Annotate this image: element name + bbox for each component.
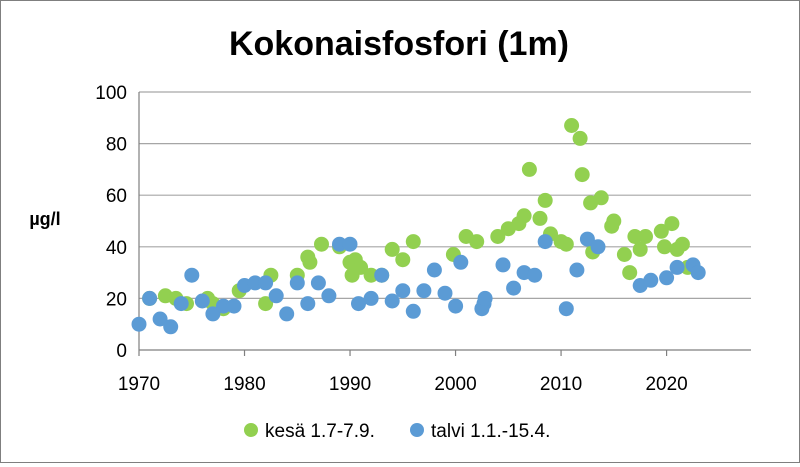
- y-tick-label-40: 40: [106, 238, 127, 259]
- data-point-1-25: [395, 283, 411, 299]
- data-point-1-28: [426, 262, 442, 278]
- data-point-1-15: [289, 275, 305, 291]
- data-point-1-20: [342, 236, 358, 252]
- data-point-0-49: [638, 229, 653, 244]
- data-point-1-22: [363, 290, 379, 306]
- x-tick-label-2010: 2010: [540, 374, 582, 395]
- data-point-1-3: [163, 319, 179, 335]
- data-point-1-14: [279, 306, 295, 322]
- data-point-0-27: [490, 229, 506, 244]
- data-point-1-35: [495, 257, 511, 273]
- data-point-1-5: [184, 267, 200, 283]
- y-tick-label-20: 20: [106, 289, 127, 310]
- data-point-1-18: [321, 288, 337, 304]
- data-point-0-52: [664, 216, 680, 232]
- data-point-1-46: [659, 270, 675, 286]
- data-point-0-32: [532, 210, 548, 226]
- gridlines: [139, 91, 751, 299]
- data-point-1-19: [332, 236, 347, 252]
- data-point-1-31: [453, 254, 469, 270]
- data-point-0-23: [405, 234, 421, 250]
- x-tick-label-1990: 1990: [329, 374, 371, 395]
- legend-marker-talvi: [410, 423, 424, 437]
- data-point-0-44: [606, 213, 622, 229]
- chart-title: Kokonaisfosfori (1m): [229, 25, 569, 63]
- data-point-1-43: [590, 239, 606, 255]
- x-tick-label-2020: 2020: [645, 374, 687, 395]
- data-point-1-7: [205, 306, 221, 322]
- data-point-0-36: [558, 236, 574, 252]
- data-point-0-13: [314, 236, 329, 252]
- data-point-1-42: [579, 231, 595, 247]
- axes: [138, 92, 751, 356]
- data-point-1-47: [669, 259, 685, 275]
- data-point-0-51: [657, 239, 672, 255]
- data-point-1-40: [558, 301, 574, 317]
- data-point-0-8: [258, 296, 274, 312]
- data-point-0-38: [572, 130, 588, 146]
- data-point-1-30: [448, 298, 464, 314]
- data-point-1-17: [310, 275, 326, 291]
- data-point-0-26: [469, 234, 485, 250]
- data-point-1-1: [142, 290, 158, 306]
- data-point-1-24: [384, 293, 400, 309]
- data-point-0-21: [384, 241, 400, 257]
- data-point-1-12: [258, 275, 274, 291]
- data-point-0-18: [353, 259, 369, 275]
- data-point-0-30: [516, 208, 532, 224]
- data-point-1-8: [215, 298, 231, 314]
- y-tick-label-0: 0: [116, 341, 127, 362]
- data-point-1-41: [569, 262, 585, 278]
- data-points: [131, 118, 706, 335]
- data-point-0-19: [363, 267, 379, 283]
- data-point-1-29: [437, 285, 453, 301]
- data-point-0-45: [616, 247, 632, 262]
- data-point-1-16: [300, 296, 316, 312]
- data-point-0-31: [521, 161, 537, 177]
- data-point-1-36: [506, 280, 522, 296]
- y-tick-label-100: 100: [95, 83, 127, 104]
- data-point-1-38: [527, 267, 543, 283]
- data-point-0-42: [593, 190, 609, 206]
- legend-label-talvi: talvi 1.1.-15.4.: [431, 421, 550, 442]
- y-axis-label: µg/l: [29, 209, 60, 229]
- data-point-1-27: [416, 283, 432, 299]
- data-point-0-50: [653, 223, 669, 239]
- data-point-0-37: [564, 118, 580, 133]
- legend-marker-kesa: [244, 423, 258, 437]
- data-point-0-48: [632, 241, 648, 257]
- data-point-1-39: [537, 234, 553, 250]
- data-point-1-23: [374, 267, 390, 283]
- data-point-0-39: [574, 167, 590, 183]
- data-point-1-49: [690, 265, 706, 281]
- legend-label-kesa: kesä 1.7-7.9.: [265, 421, 375, 442]
- tick-labels: 0 20 40 60 80 100 1970 1980 1990 2000 2010 2020: [95, 83, 687, 395]
- y-tick-label-80: 80: [106, 135, 127, 156]
- x-tick-label-1980: 1980: [223, 374, 265, 395]
- data-point-1-13: [268, 288, 284, 304]
- x-tick-label-1970: 1970: [118, 374, 160, 395]
- data-point-0-22: [395, 252, 411, 268]
- data-point-1-0: [131, 316, 147, 332]
- data-point-1-9: [226, 298, 242, 314]
- data-point-1-6: [194, 293, 210, 309]
- data-point-1-45: [643, 272, 659, 288]
- data-point-0-54: [674, 236, 690, 252]
- series-1: [131, 231, 706, 335]
- data-point-1-2: [152, 311, 168, 327]
- data-point-1-11: [247, 275, 263, 291]
- legend: kesä 1.7-7.9. talvi 1.1.-15.4.: [244, 421, 550, 442]
- data-point-0-12: [302, 254, 318, 270]
- data-point-0-47: [627, 229, 643, 244]
- data-point-0-46: [622, 265, 638, 281]
- data-point-1-34: [477, 290, 493, 306]
- x-tick-label-2000: 2000: [434, 374, 476, 395]
- data-point-0-33: [537, 192, 553, 208]
- data-point-1-21: [351, 296, 366, 312]
- y-tick-label-60: 60: [106, 186, 127, 207]
- data-point-1-4: [173, 296, 189, 312]
- data-point-1-26: [405, 303, 421, 319]
